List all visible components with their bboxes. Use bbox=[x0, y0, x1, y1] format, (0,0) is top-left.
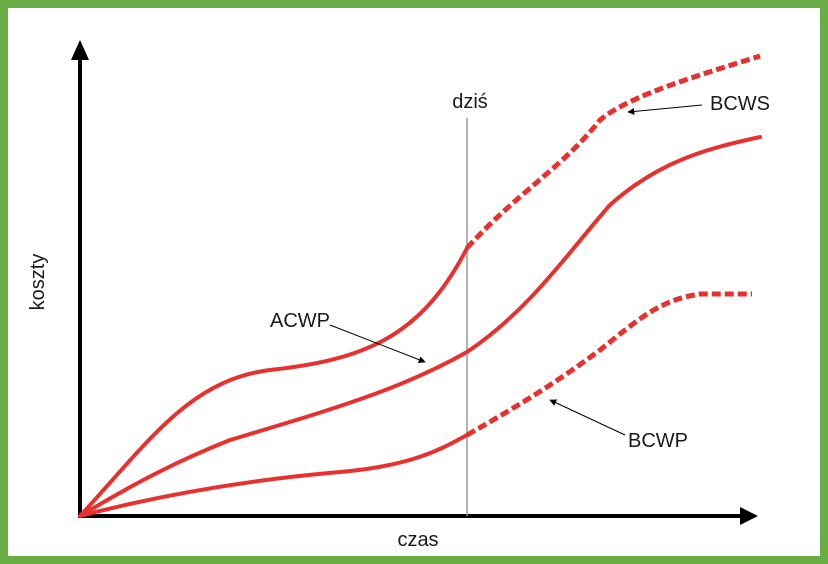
curve-acwp bbox=[78, 135, 762, 518]
curve-bcws-plan bbox=[465, 53, 761, 250]
curve-bcwp-forecast bbox=[465, 291, 752, 438]
x-axis-label: czas bbox=[397, 529, 438, 551]
y-axis-label: koszty bbox=[27, 254, 49, 311]
bcwp-callout-line bbox=[549, 399, 626, 436]
curve-bcwp-actual bbox=[78, 433, 469, 518]
acwp-label: ACWP bbox=[270, 310, 330, 332]
x-axis-arrowhead bbox=[740, 507, 758, 525]
bcwp-label: BCWP bbox=[628, 430, 688, 452]
y-axis-arrowhead bbox=[71, 40, 89, 60]
bcws-callout-line bbox=[627, 104, 703, 115]
acwp-callout-line bbox=[329, 324, 426, 363]
bcws-label: BCWS bbox=[710, 93, 770, 115]
curve-bcws-actual bbox=[78, 246, 469, 518]
today-label: dziś bbox=[452, 91, 488, 113]
